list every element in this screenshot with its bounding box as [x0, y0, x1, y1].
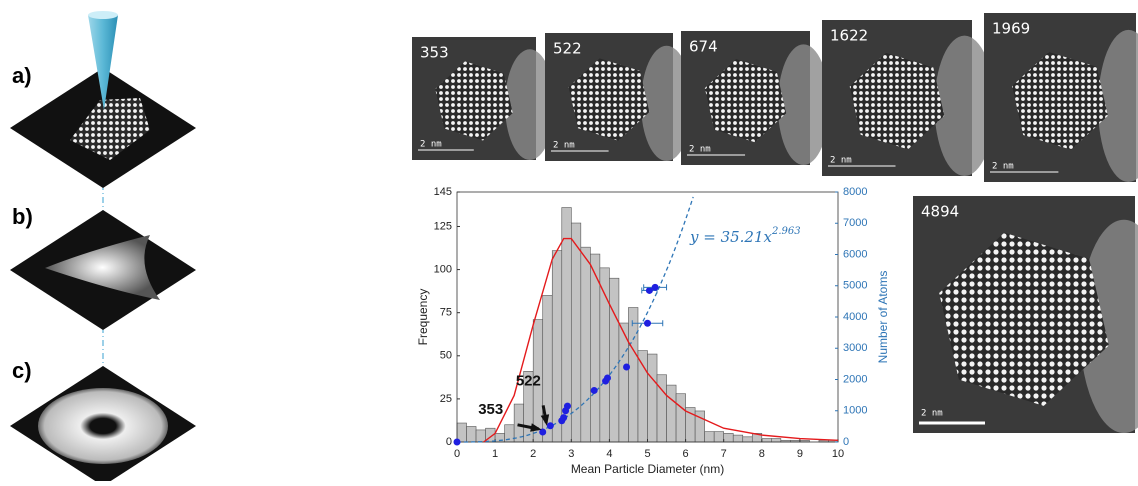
bar — [667, 385, 677, 442]
data-point — [623, 364, 630, 371]
data-point — [652, 284, 659, 291]
cone-top — [88, 11, 118, 19]
fit-label: y = 35.21x — [689, 228, 773, 246]
data-point — [591, 387, 598, 394]
bar — [476, 430, 486, 442]
x-tick-label: 6 — [683, 448, 689, 460]
x-tick-label: 1 — [492, 448, 498, 460]
scale-label: 2 nm — [830, 156, 852, 166]
scale-label: 2 nm — [992, 162, 1014, 172]
panel-label: b) — [12, 204, 33, 229]
panel-label: a) — [12, 63, 32, 88]
fit-equation: y = 35.21x2.963 — [689, 226, 801, 247]
bar — [609, 278, 619, 442]
bar — [743, 437, 753, 442]
image-label: 674 — [689, 38, 718, 56]
bar — [724, 433, 734, 442]
pattern-c — [38, 388, 168, 464]
image-label: 522 — [553, 40, 582, 58]
bar — [467, 426, 477, 442]
scale-label: 2 nm — [689, 145, 711, 155]
annotation: 353 — [478, 401, 503, 418]
y2-tick-label: 3000 — [843, 342, 867, 354]
y-axis-label: Frequency — [416, 289, 430, 346]
x-tick-label: 0 — [454, 448, 460, 460]
panel-label: c) — [12, 358, 32, 383]
y2-tick-label: 8000 — [843, 186, 867, 198]
scale-label: 2 nm — [921, 409, 943, 419]
data-point — [644, 320, 651, 327]
y-tick-label: 25 — [440, 393, 452, 405]
scale-label: 2 nm — [553, 141, 575, 151]
image-label: 1969 — [992, 20, 1030, 38]
image-label: 1622 — [830, 27, 868, 45]
y2-axis-label: Number of Atoms — [876, 271, 890, 364]
support — [778, 44, 830, 165]
x-tick-label: 2 — [530, 448, 536, 460]
data-point — [547, 422, 554, 429]
micrograph: 4894 2 nm — [913, 196, 1138, 433]
bar — [581, 247, 591, 442]
x-tick-label: 7 — [721, 448, 727, 460]
y-tick-label: 125 — [434, 220, 452, 232]
annotation: 522 — [516, 373, 541, 390]
y2-tick-label: 6000 — [843, 248, 867, 260]
x-tick-label: 4 — [606, 448, 612, 460]
data-point — [604, 374, 611, 381]
x-tick-label: 5 — [644, 448, 650, 460]
x-tick-label: 10 — [832, 448, 844, 460]
bar — [619, 323, 629, 442]
y-tick-label: 100 — [434, 263, 452, 275]
data-point — [560, 414, 567, 421]
bar — [714, 432, 724, 442]
image-label: 353 — [420, 44, 449, 62]
bar — [628, 308, 638, 442]
y-tick-label: 75 — [440, 307, 452, 319]
bar — [762, 439, 772, 442]
y2-tick-label: 1000 — [843, 405, 867, 417]
x-tick-label: 9 — [797, 448, 803, 460]
bar — [733, 435, 743, 442]
y-tick-label: 50 — [440, 350, 452, 362]
micrograph: 522 2 nm — [545, 33, 692, 161]
y2-tick-label: 2000 — [843, 373, 867, 385]
data-point — [454, 439, 461, 446]
scale-label: 2 nm — [420, 140, 442, 150]
micrograph: 1969 2 nm — [984, 13, 1138, 182]
bar — [676, 394, 686, 442]
schematic — [10, 11, 196, 481]
y2-tick-label: 5000 — [843, 280, 867, 292]
bar — [771, 439, 781, 442]
y-tick-label: 145 — [434, 186, 452, 198]
y2-tick-label: 7000 — [843, 217, 867, 229]
bar — [648, 354, 658, 442]
micrograph: 674 2 nm — [681, 31, 829, 165]
fit-exponent: 2.963 — [771, 226, 801, 237]
x-tick-label: 8 — [759, 448, 765, 460]
bar — [705, 432, 715, 442]
x-tick-label: 3 — [568, 448, 574, 460]
micrograph: 1622 2 nm — [822, 20, 995, 176]
y2-tick-label: 4000 — [843, 311, 867, 323]
micrograph: 353 2 nm — [412, 37, 555, 160]
y-tick-label: 0 — [446, 436, 452, 448]
data-point — [564, 403, 571, 410]
y2-tick-label: 0 — [843, 436, 849, 448]
image-label: 4894 — [921, 203, 959, 221]
x-axis-label: Mean Particle Diameter (nm) — [571, 462, 724, 476]
bar — [552, 251, 562, 442]
